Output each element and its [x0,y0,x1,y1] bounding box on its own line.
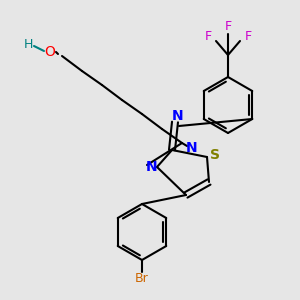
Text: F: F [224,20,232,34]
Text: F: F [204,31,211,44]
Text: N: N [172,109,184,123]
Text: F: F [244,31,252,44]
Text: S: S [210,148,220,162]
Text: N: N [146,160,158,174]
Text: H: H [23,38,33,52]
Text: Br: Br [135,272,149,284]
Text: N: N [186,141,198,155]
Text: O: O [45,45,56,59]
